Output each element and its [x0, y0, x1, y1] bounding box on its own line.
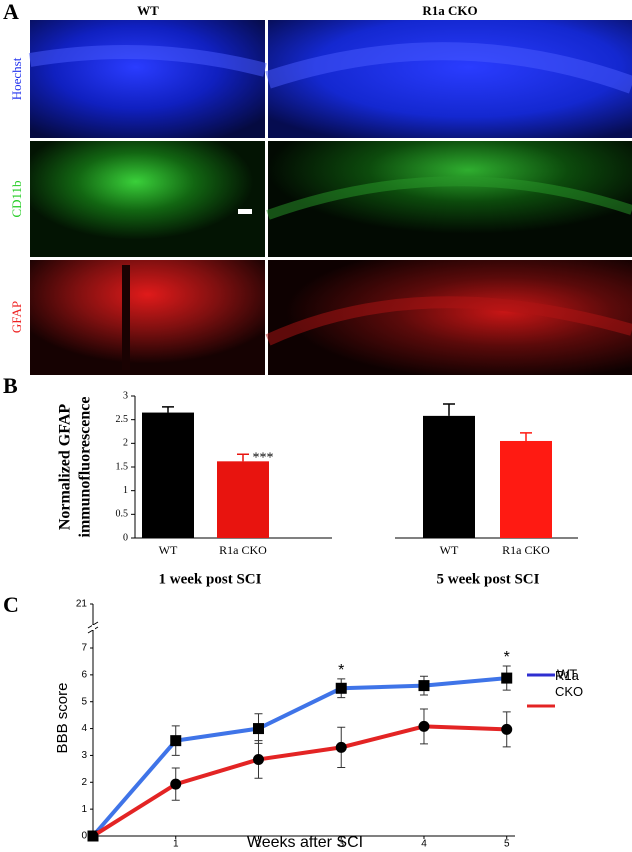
- bar: [423, 415, 475, 538]
- x-tick-label: 2: [256, 839, 262, 850]
- y-tick-label: 4: [81, 723, 87, 734]
- significance-label: *: [338, 662, 344, 679]
- legend-label: R1a CKO: [555, 668, 584, 699]
- y-tick-label: 0: [81, 831, 87, 842]
- x-tick-label: 3: [338, 839, 344, 850]
- series-line: [91, 724, 507, 838]
- y-tick-label: 5: [81, 696, 87, 707]
- row-label: Hoechst: [9, 57, 24, 100]
- panel-label: A: [3, 0, 19, 24]
- marker: [335, 741, 347, 753]
- y-tick-label: 3: [123, 390, 128, 401]
- row-label: CD11b: [9, 180, 24, 217]
- y-tick-label: 7: [81, 643, 87, 654]
- bar: [217, 461, 269, 538]
- bar-chart: B Normalized GFAP immunofluorescence 0 0.5 1 1…: [3, 373, 578, 587]
- tissue-band: [265, 42, 632, 94]
- error-bar: [443, 403, 455, 416]
- group-label: 5 week post SCI: [437, 571, 540, 587]
- marker: [170, 735, 182, 747]
- panel-label: C: [3, 592, 19, 617]
- marker: [252, 723, 264, 735]
- column-header: WT: [137, 3, 159, 18]
- error-bar: [237, 453, 249, 462]
- group-label: 1 week post SCI: [159, 571, 262, 587]
- tissue-band: [265, 296, 632, 346]
- legend-label: WT: [557, 666, 577, 681]
- bar: [142, 412, 194, 538]
- y-tick-label: 1: [81, 804, 87, 815]
- y-tick-label: 2: [81, 777, 87, 788]
- y-tick-label: 21: [76, 599, 88, 610]
- micrographs: [28, 20, 632, 375]
- marker: [501, 672, 513, 684]
- tissue-band: [266, 176, 632, 220]
- y-tick-label: 3: [81, 750, 87, 761]
- x-tick-label: 1: [173, 839, 179, 850]
- bar: [500, 440, 552, 538]
- y-tick-label: 6: [81, 669, 87, 680]
- marker: [501, 723, 513, 735]
- series-line: [91, 676, 507, 838]
- tissue-band: [28, 45, 267, 77]
- error-bar: [520, 432, 532, 441]
- marker: [335, 682, 347, 694]
- x-tick-label: WT: [440, 543, 459, 557]
- marker: [418, 680, 430, 692]
- x-tick-label: WT: [159, 543, 178, 557]
- image-wt-gfap: [30, 260, 265, 375]
- marker: [170, 778, 182, 790]
- image-cko-hoechst: [268, 20, 632, 138]
- x-tick-label: R1a CKO: [219, 543, 267, 557]
- y-tick-label: 0: [123, 532, 128, 543]
- lesion-gap: [122, 265, 130, 370]
- y-tick-label: 2: [123, 438, 128, 449]
- y-tick-label: 1: [123, 485, 128, 496]
- significance-label: ***: [253, 450, 274, 465]
- y-axis-title: immunofluorescence: [77, 396, 94, 537]
- error-bar: [162, 406, 174, 413]
- significance-label: *: [504, 649, 510, 666]
- y-tick-label: 1.5: [116, 461, 129, 472]
- x-tick-label: 5: [504, 839, 510, 850]
- image-wt-hoechst: [30, 20, 265, 138]
- scale-bar: [238, 209, 252, 214]
- marker: [252, 753, 264, 765]
- axis-break-gap: [92, 625, 95, 630]
- y-axis-title: BBB score: [54, 683, 71, 754]
- panel-label: B: [3, 373, 18, 398]
- y-axis-title: Normalized GFAP: [57, 404, 74, 531]
- marker: [418, 720, 430, 732]
- y-tick-label: 0.5: [116, 509, 129, 520]
- marker: [87, 830, 99, 842]
- row-label: GFAP: [9, 301, 24, 333]
- column-header: R1a CKO: [422, 3, 477, 18]
- x-axis-title: Weeks after SCI: [247, 834, 363, 851]
- image-wt-cd11b: [30, 141, 265, 257]
- x-tick-label: 4: [421, 839, 427, 850]
- y-tick-label: 2.5: [116, 414, 129, 425]
- x-tick-label: R1a CKO: [502, 543, 550, 557]
